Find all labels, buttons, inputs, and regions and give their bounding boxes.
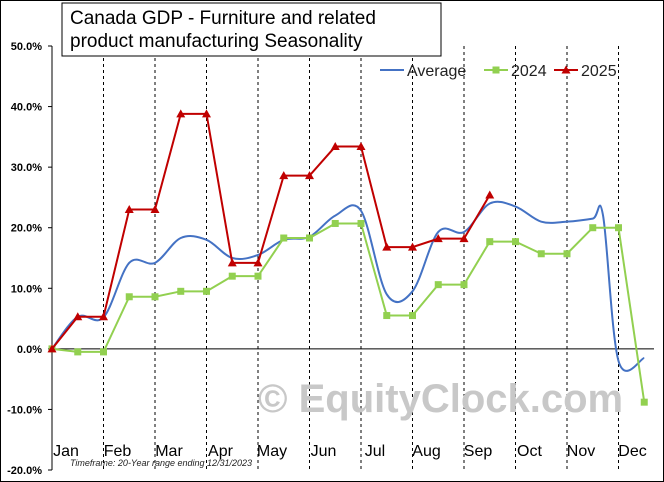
x-tick-label: Feb	[104, 443, 132, 460]
data-point-2024	[280, 234, 288, 242]
data-point-2024	[409, 312, 416, 320]
title-box	[61, 2, 442, 57]
y-tick-label: -20.0%	[7, 465, 42, 477]
x-tick-label: Jun	[311, 443, 337, 460]
data-point-2025	[279, 171, 289, 180]
legend-marker-2024	[492, 66, 500, 74]
legend-label-2024: 2024	[511, 63, 547, 80]
chart-title-line-1: Canada GDP - Furniture and related	[70, 8, 376, 29]
x-axis-month-labels: Jan Feb Mar Apr May Jun Jul Aug Sep Oct Nov Dec	[53, 443, 647, 460]
data-point-2024	[563, 250, 571, 258]
data-point-2024	[254, 272, 262, 280]
x-tick-label: Aug	[412, 443, 440, 460]
series-line-2025	[51, 112, 491, 350]
watermark: © EquityClock.com	[258, 377, 623, 421]
legend-marker-2025	[561, 65, 571, 74]
x-tick-label: Sep	[464, 443, 493, 460]
data-point-2025	[202, 109, 211, 118]
y-axis-ticks: -20.0% -10.0% 0.0% 10.0% 20.0% 30.0% 40.0% 50.0…	[7, 41, 52, 477]
y-tick-label: 40.0%	[11, 102, 42, 114]
data-point-2024	[306, 234, 313, 242]
data-point-2025	[99, 312, 108, 321]
data-point-2024	[589, 224, 597, 232]
data-point-2024	[228, 272, 236, 280]
y-tick-label: 20.0%	[11, 223, 42, 235]
x-tick-label: May	[257, 443, 287, 460]
x-tick-label: Nov	[567, 443, 595, 460]
grid-lines	[103, 46, 619, 470]
data-point-2024	[537, 250, 545, 258]
x-tick-label: Jan	[53, 443, 79, 460]
data-point-2024	[331, 219, 339, 227]
data-point-2025	[47, 344, 57, 353]
footnote: Timeframe: 20-Year range ending 12/31/20…	[70, 458, 252, 468]
x-tick-label: Mar	[155, 443, 183, 460]
chart-title-line-2: product manufacturing Seasonality	[70, 31, 363, 52]
y-tick-label: 50.0%	[11, 41, 42, 53]
data-point-2025	[459, 234, 469, 243]
data-point-2024	[100, 348, 107, 356]
data-point-2025	[305, 171, 314, 180]
y-tick-label: 10.0%	[11, 283, 42, 295]
data-point-2024	[486, 238, 494, 246]
data-point-2024	[434, 281, 442, 289]
data-point-2024	[203, 287, 210, 295]
legend-label-average: Average	[407, 63, 466, 80]
data-point-2025	[356, 142, 366, 151]
data-point-2025	[433, 234, 443, 243]
y-tick-label: -10.0%	[7, 404, 42, 416]
chart-title-box: Canada GDP - Furniture and related produ…	[61, 2, 442, 57]
x-tick-label: Dec	[618, 443, 646, 460]
series-lines	[47, 109, 648, 406]
legend-label-2025: 2025	[581, 63, 617, 80]
data-point-2025	[408, 242, 417, 251]
data-point-2025	[330, 142, 340, 151]
data-point-2024	[125, 293, 133, 301]
data-point-2025	[73, 312, 83, 321]
data-point-2025	[150, 205, 160, 214]
data-point-2025	[227, 258, 237, 267]
data-point-2025	[124, 205, 134, 214]
data-point-2025	[176, 109, 186, 118]
data-point-2024	[640, 398, 648, 406]
data-point-2024	[151, 293, 159, 301]
data-point-2024	[177, 287, 185, 295]
data-point-2024	[615, 224, 622, 232]
data-point-2024	[512, 238, 519, 246]
y-tick-label: 0.0%	[17, 344, 42, 356]
y-tick-label: 30.0%	[11, 162, 42, 174]
data-point-2025	[382, 242, 392, 251]
data-point-2025	[485, 190, 495, 199]
x-tick-label: Apr	[208, 443, 234, 460]
x-tick-label: Oct	[517, 443, 542, 460]
series-line-2024	[51, 222, 646, 403]
x-tick-label: Jul	[365, 443, 385, 460]
legend: Average 2024 2025	[380, 63, 617, 80]
data-point-2025	[253, 258, 263, 267]
series-line-average	[51, 200, 645, 372]
data-point-2024	[74, 348, 82, 356]
data-point-2024	[383, 312, 391, 320]
data-point-2024	[460, 281, 468, 289]
data-point-2024	[357, 219, 365, 227]
